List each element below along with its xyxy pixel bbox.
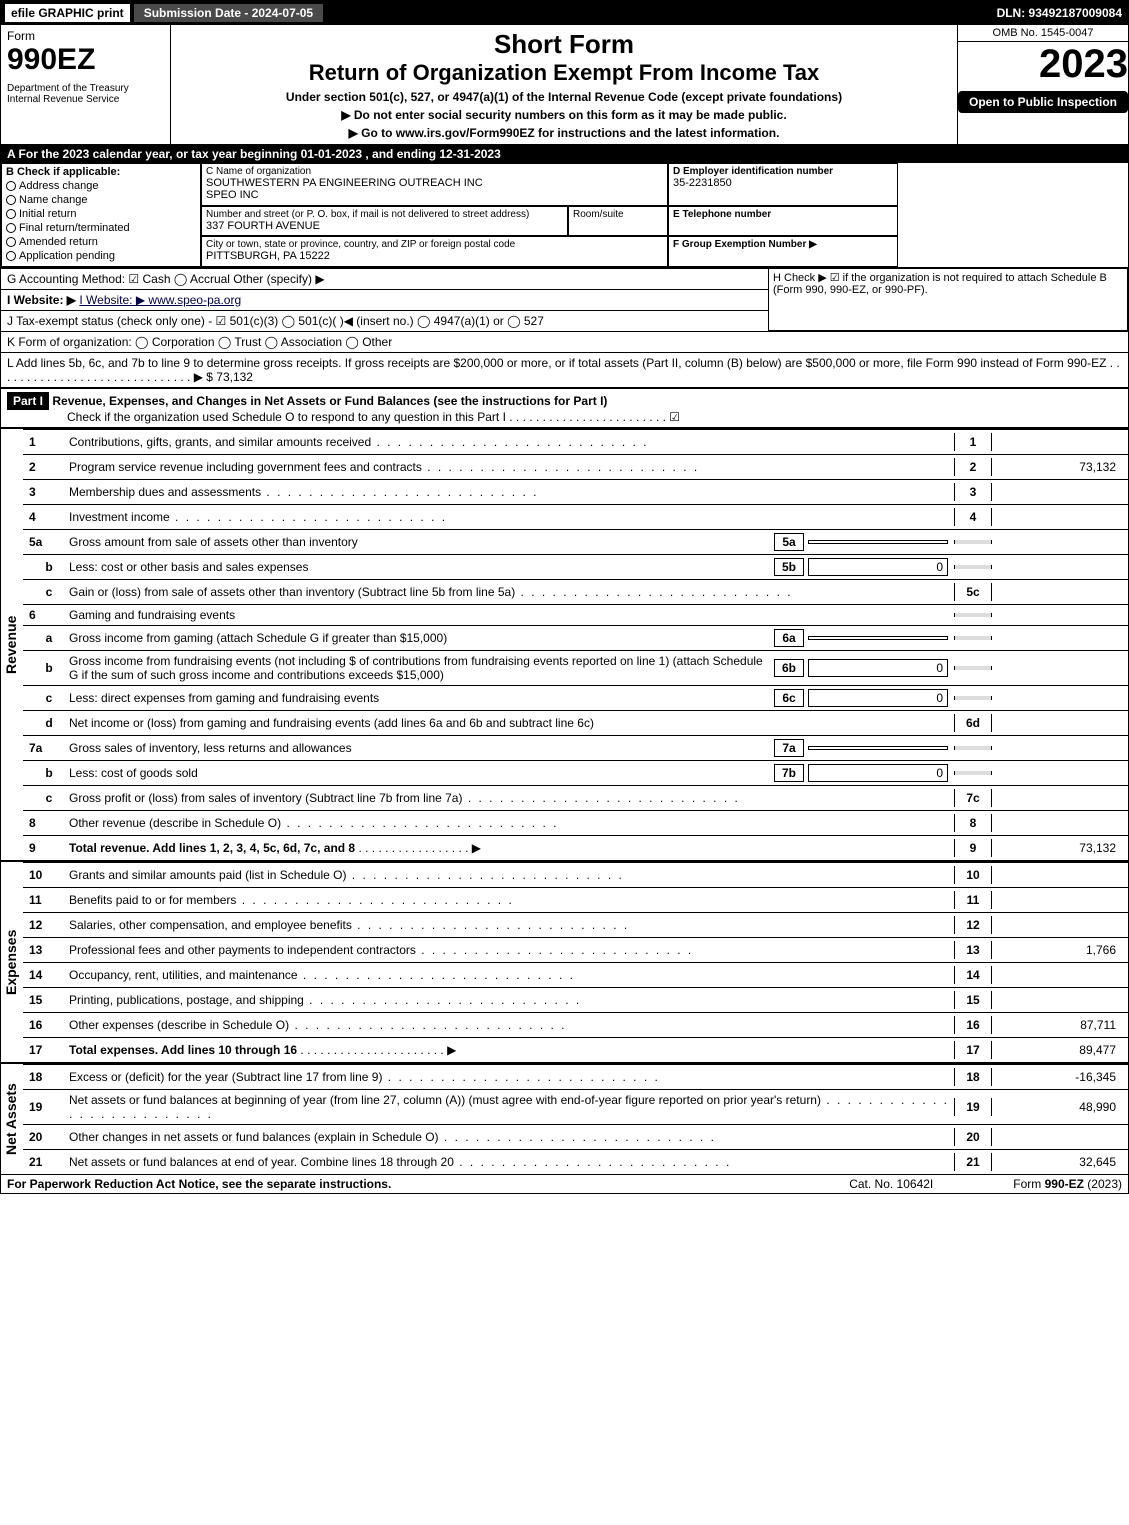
- line-13: Professional fees and other payments to …: [69, 943, 954, 957]
- room-label: Room/suite: [573, 209, 663, 220]
- c-name-label: C Name of organization: [206, 166, 663, 177]
- footer-mid: Cat. No. 10642I: [849, 1177, 933, 1191]
- line-20: Other changes in net assets or fund bala…: [69, 1130, 954, 1144]
- line-5a: Gross amount from sale of assets other t…: [69, 535, 770, 549]
- line-4: Investment income: [69, 510, 954, 524]
- line-i[interactable]: I Website: ▶ I Website: ▶ www.speo-pa.or…: [1, 289, 768, 310]
- line-8: Other revenue (describe in Schedule O): [69, 816, 954, 830]
- line-7c: Gross profit or (loss) from sales of inv…: [69, 791, 954, 805]
- line-15: Printing, publications, postage, and shi…: [69, 993, 954, 1007]
- d-label: D Employer identification number: [673, 166, 893, 177]
- title-cell: Short Form Return of Organization Exempt…: [171, 25, 958, 144]
- return-title: Return of Organization Exempt From Incom…: [177, 60, 951, 86]
- line-21: Net assets or fund balances at end of ye…: [69, 1155, 954, 1169]
- line-1: Contributions, gifts, grants, and simila…: [69, 435, 954, 449]
- b-item-0[interactable]: Address change: [19, 180, 99, 192]
- omb-number: OMB No. 1545-0047: [958, 25, 1128, 42]
- b-item-3[interactable]: Final return/terminated: [19, 222, 130, 234]
- warning: ▶ Do not enter social security numbers o…: [177, 108, 951, 122]
- form-number: 990EZ: [7, 43, 164, 77]
- open-inspection: Open to Public Inspection: [958, 91, 1128, 113]
- tax-year: 2023: [958, 42, 1128, 87]
- e-label: E Telephone number: [673, 209, 893, 220]
- ein: 35-2231850: [673, 177, 893, 189]
- f-label: F Group Exemption Number ▶: [673, 239, 893, 250]
- line-9: Total revenue. Add lines 1, 2, 3, 4, 5c,…: [69, 841, 954, 855]
- dept-label: Department of the Treasury Internal Reve…: [7, 83, 164, 105]
- expenses-sidebar: Expenses: [1, 862, 23, 1062]
- line-5b: Less: cost or other basis and sales expe…: [69, 560, 770, 574]
- line-l: L Add lines 5b, 6c, and 7b to line 9 to …: [1, 352, 1128, 387]
- line-3: Membership dues and assessments: [69, 485, 954, 499]
- line-19: Net assets or fund balances at beginning…: [69, 1093, 954, 1121]
- b-item-2[interactable]: Initial return: [19, 208, 76, 220]
- line-17: Total expenses. Add lines 10 through 16 …: [69, 1043, 954, 1057]
- line-h: H Check ▶ ☑ if the organization is not r…: [768, 268, 1128, 331]
- sched-o-check: Check if the organization used Schedule …: [7, 410, 1122, 424]
- form-word: Form: [7, 29, 164, 43]
- line-6d: Net income or (loss) from gaming and fun…: [69, 716, 954, 730]
- line-6b: Gross income from fundraising events (no…: [69, 654, 770, 682]
- footer-left: For Paperwork Reduction Act Notice, see …: [7, 1177, 391, 1191]
- line-a: A For the 2023 calendar year, or tax yea…: [1, 145, 1128, 163]
- efile-label: efile GRAPHIC print: [5, 4, 130, 22]
- short-form-title: Short Form: [177, 29, 951, 60]
- line-7b: Less: cost of goods sold: [69, 766, 770, 780]
- form-cell: Form 990EZ Department of the Treasury In…: [1, 25, 171, 144]
- goto-link[interactable]: ▶ Go to www.irs.gov/Form990EZ for instru…: [177, 126, 951, 140]
- part-i-title: Revenue, Expenses, and Changes in Net As…: [52, 394, 607, 408]
- line-6c: Less: direct expenses from gaming and fu…: [69, 691, 770, 705]
- footer-right: Form 990-EZ (2023): [1013, 1177, 1122, 1191]
- right-header-cell: OMB No. 1545-0047 2023 Open to Public In…: [958, 25, 1128, 144]
- b-item-1[interactable]: Name change: [19, 194, 88, 206]
- section-b: B Check if applicable: Address change Na…: [1, 163, 201, 267]
- netassets-sidebar: Net Assets: [1, 1064, 23, 1174]
- street: 337 FOURTH AVENUE: [206, 220, 563, 232]
- revenue-sidebar: Revenue: [1, 429, 23, 860]
- line-16: Other expenses (describe in Schedule O): [69, 1018, 954, 1032]
- street-label: Number and street (or P. O. box, if mail…: [206, 209, 563, 220]
- line-6: Gaming and fundraising events: [69, 608, 954, 622]
- line-10: Grants and similar amounts paid (list in…: [69, 868, 954, 882]
- submission-date: Submission Date - 2024-07-05: [134, 4, 323, 22]
- line-12: Salaries, other compensation, and employ…: [69, 918, 954, 932]
- line-11: Benefits paid to or for members: [69, 893, 954, 907]
- line-2: Program service revenue including govern…: [69, 460, 954, 474]
- b-item-4[interactable]: Amended return: [19, 236, 98, 248]
- line-g: G Accounting Method: ☑ Cash ◯ Accrual Ot…: [1, 268, 768, 289]
- line-18: Excess or (deficit) for the year (Subtra…: [69, 1070, 954, 1084]
- line-j: J Tax-exempt status (check only one) - ☑…: [1, 310, 768, 331]
- line-5c: Gain or (loss) from sale of assets other…: [69, 585, 954, 599]
- city-label: City or town, state or province, country…: [206, 239, 663, 250]
- org-name: SOUTHWESTERN PA ENGINEERING OUTREACH INC…: [206, 177, 663, 201]
- dln: DLN: 93492187009084: [997, 6, 1128, 20]
- line-6a: Gross income from gaming (attach Schedul…: [69, 631, 770, 645]
- b-label: B Check if applicable:: [6, 166, 196, 178]
- part-i-header: Part I: [7, 392, 49, 410]
- line-7a: Gross sales of inventory, less returns a…: [69, 741, 770, 755]
- line-k: K Form of organization: ◯ Corporation ◯ …: [1, 331, 1128, 352]
- website-link[interactable]: I Website: ▶ www.speo-pa.org: [79, 293, 241, 307]
- top-bar: efile GRAPHIC print Submission Date - 20…: [1, 1, 1128, 25]
- line-14: Occupancy, rent, utilities, and maintena…: [69, 968, 954, 982]
- subtitle: Under section 501(c), 527, or 4947(a)(1)…: [177, 90, 951, 104]
- city: PITTSBURGH, PA 15222: [206, 250, 663, 262]
- b-item-5[interactable]: Application pending: [19, 250, 115, 262]
